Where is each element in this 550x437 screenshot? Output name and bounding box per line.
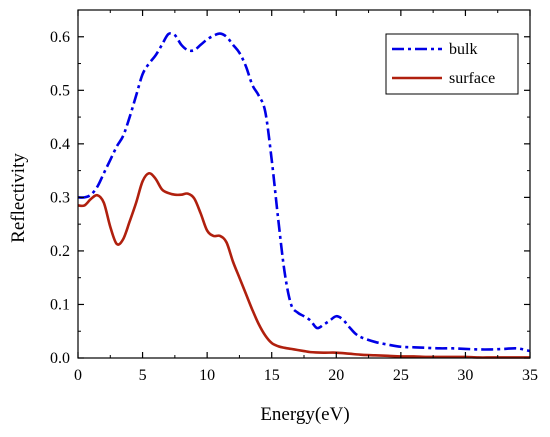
legend: bulk surface bbox=[385, 33, 519, 95]
y-tick-label: 0.1 bbox=[50, 296, 70, 313]
x-tick-label: 25 bbox=[393, 367, 409, 384]
ticks: 0 5 10 15 20 25 30 35 0.0 0.1 0.2 0.3 0.4 0.5 0.6 bbox=[50, 10, 538, 384]
x-tick-label: 15 bbox=[264, 367, 280, 384]
x-tick-label: 20 bbox=[328, 367, 344, 384]
series-line-bulk bbox=[77, 31, 531, 353]
y-axis-title: Reflectivity bbox=[8, 153, 29, 243]
y-tick-label: 0.4 bbox=[50, 136, 70, 153]
y-tick-label: 0.0 bbox=[50, 350, 70, 367]
y-tick-label: 0.6 bbox=[50, 29, 70, 46]
legend-box bbox=[385, 33, 519, 95]
x-tick-label: 5 bbox=[139, 367, 147, 384]
legend-label-surface: surface bbox=[449, 70, 495, 87]
plot-lines bbox=[77, 31, 531, 359]
y-tick-label: 0.2 bbox=[50, 243, 70, 260]
x-tick-label: 30 bbox=[457, 367, 473, 384]
x-tick-label: 10 bbox=[199, 367, 215, 384]
y-tick-label: 0.5 bbox=[50, 82, 70, 99]
x-tick-label: 0 bbox=[74, 367, 82, 384]
y-tick-label: 0.3 bbox=[50, 189, 70, 206]
legend-label-bulk: bulk bbox=[449, 41, 477, 58]
x-tick-label: 35 bbox=[522, 367, 538, 384]
x-axis-title: Energy(eV) bbox=[260, 404, 349, 425]
series-line-surface bbox=[77, 171, 530, 359]
